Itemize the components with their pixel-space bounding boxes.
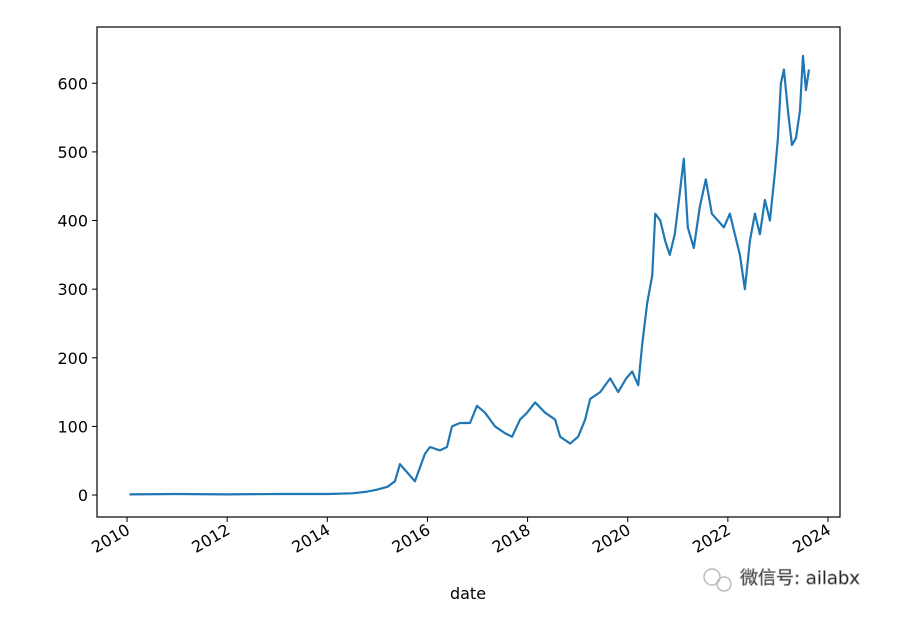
x-tick-label: 2018	[489, 520, 534, 557]
y-tick-label: 500	[57, 143, 88, 162]
watermark-icon	[716, 576, 732, 592]
watermark: 微信号: ailabx	[703, 568, 861, 592]
y-tick-label: 100	[57, 417, 88, 436]
x-tick-label: 2014	[289, 520, 334, 557]
y-tick-label: 200	[57, 349, 88, 368]
x-tick-label: 2020	[589, 520, 634, 557]
x-tick-label: 2022	[689, 520, 734, 557]
y-tick-label: 0	[78, 486, 88, 505]
x-axis-label: date	[450, 584, 486, 603]
x-tick-label: 2016	[389, 520, 434, 557]
y-tick-label: 400	[57, 212, 88, 231]
x-tick-label: 2024	[789, 520, 834, 557]
x-tick-label: 2010	[88, 520, 133, 557]
watermark-text: 微信号: ailabx	[740, 568, 860, 589]
watermark-icon	[703, 568, 721, 586]
y-tick-label: 300	[57, 280, 88, 299]
x-tick-label: 2012	[188, 520, 233, 557]
plot-frame	[96, 26, 841, 518]
y-tick-label: 600	[57, 74, 88, 93]
line-series	[129, 54, 811, 496]
